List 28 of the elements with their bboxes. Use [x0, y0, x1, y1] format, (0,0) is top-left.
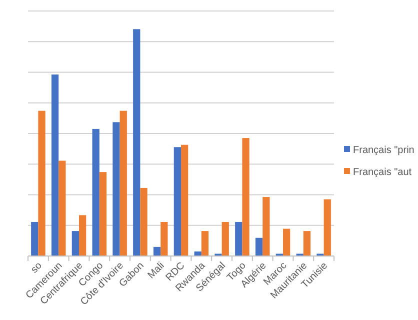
bar: [160, 222, 168, 256]
bar: [201, 231, 209, 256]
bar: [283, 228, 290, 256]
bar: [324, 199, 331, 256]
x-tick-label: Mali: [146, 260, 167, 282]
bar: [140, 188, 148, 256]
bar: [92, 128, 100, 256]
bar: [79, 215, 86, 256]
bar: [181, 144, 188, 256]
legend-label: Français "aut: [353, 167, 412, 178]
bar: [31, 222, 38, 256]
bar: [242, 138, 250, 256]
bar: [112, 122, 120, 256]
bar: [51, 74, 59, 256]
bar: [58, 160, 66, 256]
legend-label: Français "prin: [353, 145, 414, 156]
bar: [120, 110, 127, 256]
bar: [222, 222, 229, 256]
bar: [303, 231, 311, 256]
bar: [255, 238, 263, 256]
bar: [153, 246, 161, 256]
bar: [174, 147, 181, 256]
bar: [99, 172, 107, 256]
bar: [262, 197, 270, 256]
bar: [235, 222, 242, 256]
bar: [72, 231, 79, 256]
bar: [38, 110, 46, 256]
bar: [133, 29, 140, 256]
